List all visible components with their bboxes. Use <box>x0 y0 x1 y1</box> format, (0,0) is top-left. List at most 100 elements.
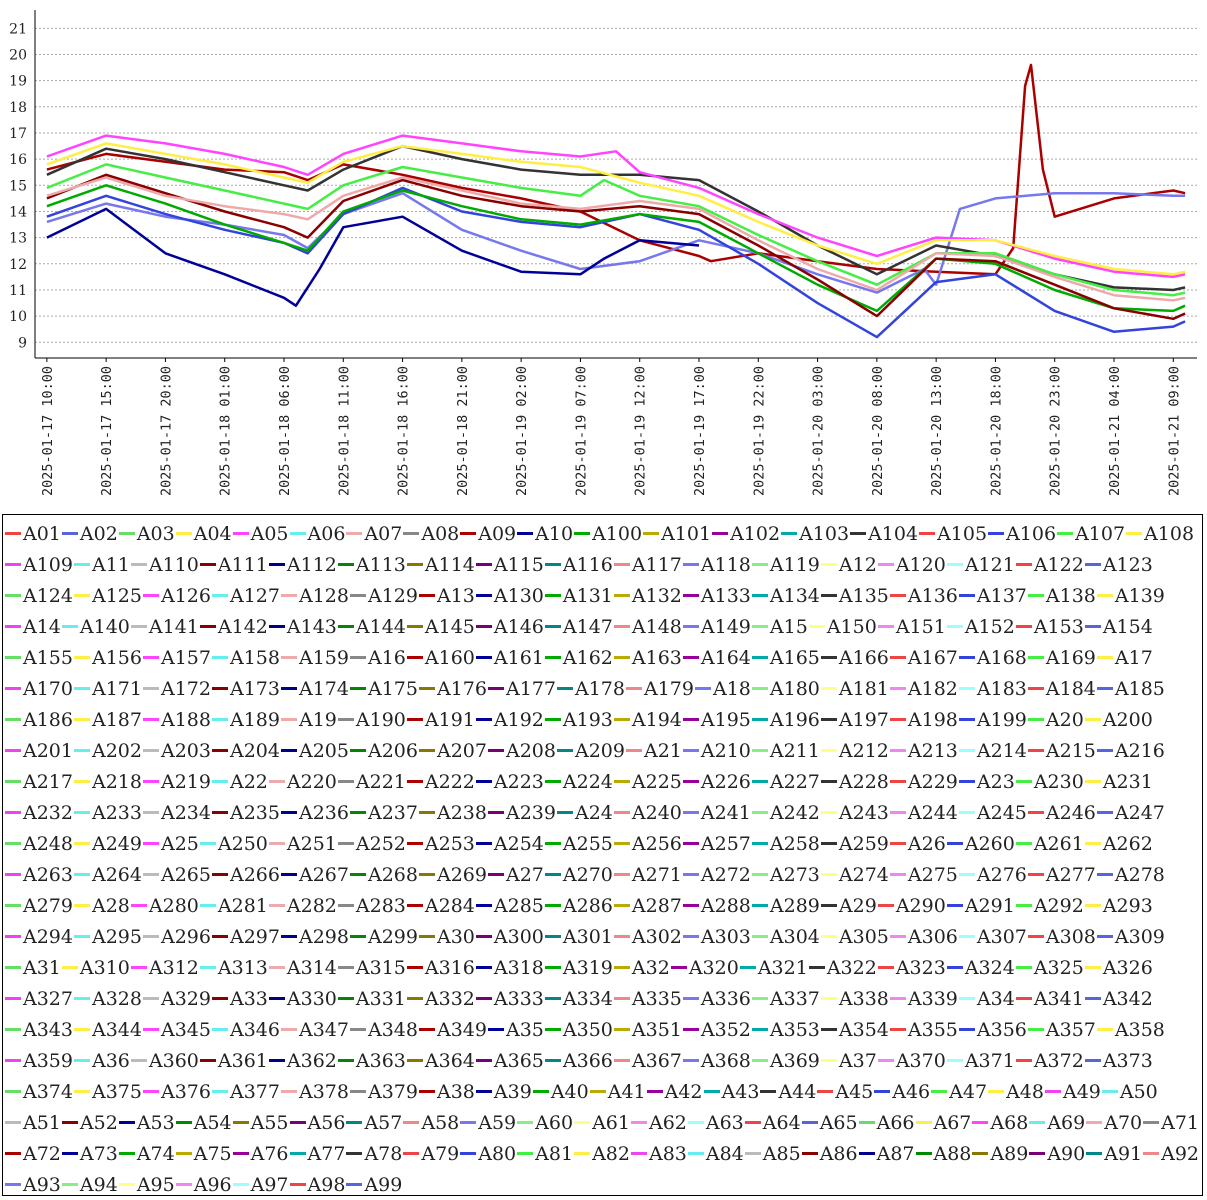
legend-label: A312 <box>148 956 199 979</box>
legend-item: A242 <box>751 797 820 828</box>
legend-swatch <box>74 718 90 721</box>
legend-label: A333 <box>493 987 544 1010</box>
legend-item: A47 <box>931 1076 987 1107</box>
legend-item: A84 <box>687 1138 744 1169</box>
legend-item: A253 <box>406 828 475 859</box>
legend-label: A86 <box>819 1142 858 1165</box>
series-line-a07 <box>46 176 1186 302</box>
legend-label: A291 <box>964 894 1015 917</box>
legend-swatch <box>1101 1090 1118 1093</box>
legend-swatch <box>5 1090 21 1093</box>
legend-item: A24 <box>557 797 613 828</box>
legend-swatch <box>74 873 90 876</box>
legend-swatch <box>760 1090 777 1093</box>
legend-item: A136 <box>889 580 958 611</box>
legend-label: A187 <box>92 708 142 731</box>
legend-item: A257 <box>682 828 751 859</box>
legend-label: A375 <box>92 1080 142 1103</box>
legend-item: A301 <box>544 921 613 952</box>
legend-item: A106 <box>988 518 1056 549</box>
legend-swatch <box>475 1059 492 1062</box>
legend-label: A161 <box>493 646 544 669</box>
legend-item: A10 <box>517 518 573 549</box>
legend-item: A323 <box>877 952 946 983</box>
legend-label: A20 <box>1045 708 1084 731</box>
legend-swatch <box>613 1059 630 1062</box>
legend-item: A373 <box>1084 1045 1153 1076</box>
legend-label: A78 <box>364 1142 403 1165</box>
legend-item: A162 <box>544 642 613 673</box>
legend-label: A290 <box>895 894 946 917</box>
legend-label: A157 <box>161 646 211 669</box>
legend-label: A278 <box>1114 863 1165 886</box>
legend-label: A228 <box>838 770 889 793</box>
legend-swatch <box>613 811 630 814</box>
legend-label: A286 <box>562 894 613 917</box>
legend-swatch <box>350 749 366 752</box>
legend-swatch <box>74 1028 90 1031</box>
legend-swatch <box>268 1059 285 1062</box>
legend-label: A242 <box>769 801 820 824</box>
legend-label: A329 <box>161 987 211 1010</box>
legend-item: A287 <box>613 890 682 921</box>
legend-swatch <box>557 687 573 690</box>
legend-swatch <box>346 1121 363 1124</box>
legend-item: A143 <box>268 611 337 642</box>
legend-item: A288 <box>682 890 751 921</box>
legend-label: A277 <box>1045 863 1096 886</box>
legend-label: A45 <box>835 1080 874 1103</box>
legend-swatch <box>5 873 21 876</box>
legend-label: A307 <box>976 925 1027 948</box>
legend-item: A229 <box>889 766 958 797</box>
legend-item: A376 <box>143 1076 211 1107</box>
legend-label: A305 <box>838 925 889 948</box>
legend-swatch <box>544 1059 561 1062</box>
legend-label: A113 <box>355 553 406 576</box>
legend-item: A19 <box>281 704 337 735</box>
y-axis-ticks: 9 10 11 12 13 14 15 16 17 18 19 20 21 <box>9 21 27 351</box>
legend-label: A196 <box>769 708 820 731</box>
legend-swatch <box>915 1152 932 1155</box>
legend-item: A188 <box>143 704 211 735</box>
legend-label: A156 <box>92 646 142 669</box>
legend-item: A13 <box>419 580 475 611</box>
legend-label: A41 <box>607 1080 646 1103</box>
legend-swatch <box>889 935 906 938</box>
legend-label: A376 <box>161 1080 211 1103</box>
legend-swatch <box>143 935 159 938</box>
legend-swatch <box>613 966 630 969</box>
legend-item: A43 <box>703 1076 759 1107</box>
legend-swatch <box>958 656 975 659</box>
legend-label: A256 <box>631 832 682 855</box>
legend-label: A179 <box>644 677 694 700</box>
legend-label: A193 <box>562 708 613 731</box>
legend-label: A293 <box>1102 894 1153 917</box>
legend-swatch <box>175 532 192 535</box>
legend-item: A239 <box>488 797 556 828</box>
legend-label: A229 <box>907 770 958 793</box>
legend-label: A65 <box>819 1111 858 1134</box>
legend-swatch <box>682 563 699 566</box>
legend-item: A177 <box>488 673 556 704</box>
legend-swatch <box>877 563 894 566</box>
legend-label: A169 <box>1045 646 1096 669</box>
legend-item: A197 <box>820 704 889 735</box>
legend-swatch <box>958 811 975 814</box>
legend-label: A121 <box>964 553 1015 576</box>
legend-swatch <box>744 1121 761 1124</box>
legend-swatch <box>613 780 630 783</box>
legend-swatch <box>931 1090 948 1093</box>
legend-item: A86 <box>801 1138 858 1169</box>
legend-swatch <box>199 966 216 969</box>
legend-label: A266 <box>230 863 280 886</box>
legend-swatch <box>1084 563 1101 566</box>
legend-label: A322 <box>826 956 877 979</box>
legend-item: A318 <box>475 952 544 983</box>
legend-label: A240 <box>631 801 682 824</box>
legend-item: A144 <box>337 611 406 642</box>
legend-item: A88 <box>915 1138 971 1169</box>
legend-label: A285 <box>493 894 544 917</box>
legend-swatch <box>820 749 837 752</box>
legend-swatch <box>1027 935 1044 938</box>
legend-item: A366 <box>544 1045 613 1076</box>
